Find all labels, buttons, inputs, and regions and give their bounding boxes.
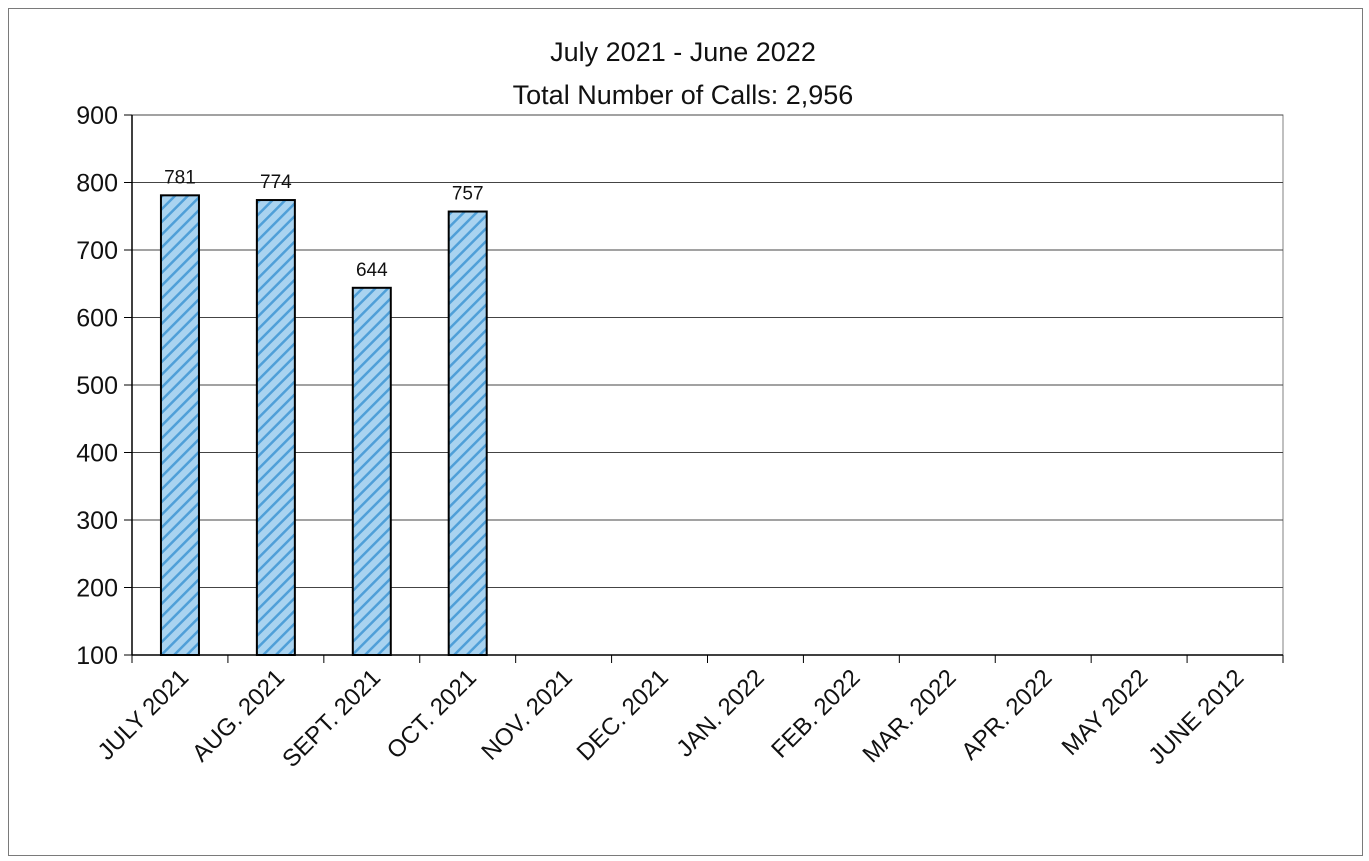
chart-subtitle: Total Number of Calls: 2,956 xyxy=(513,80,854,110)
bar xyxy=(255,199,296,657)
x-tick-label: FEB. 2022 xyxy=(766,664,865,763)
x-tick-label: NOV. 2021 xyxy=(476,664,577,765)
y-tick-label: 100 xyxy=(76,642,118,670)
y-tick-label: 500 xyxy=(76,372,118,400)
y-tick-label: 800 xyxy=(76,170,118,198)
y-tick-label: 300 xyxy=(76,507,118,535)
x-tick-label: DEC. 2021 xyxy=(572,664,674,766)
data-label: 757 xyxy=(452,184,484,205)
axes xyxy=(124,114,1284,663)
chart-title: July 2021 - June 2022 xyxy=(550,37,816,67)
bar xyxy=(351,286,392,656)
y-tick-label: 400 xyxy=(76,440,118,468)
bars xyxy=(159,194,488,657)
bar xyxy=(447,210,488,656)
data-label: 781 xyxy=(164,167,196,188)
y-axis-tick-labels: 100 200 300 400 500 600 700 800 900 xyxy=(76,102,118,670)
x-tick-label: OCT. 2021 xyxy=(382,664,482,764)
data-label: 644 xyxy=(356,260,388,281)
x-tick-label: JULY 2021 xyxy=(93,664,194,765)
x-tick-label: MAR. 2022 xyxy=(858,664,962,768)
data-labels: 781 774 644 757 xyxy=(164,167,483,280)
data-label: 774 xyxy=(260,172,292,193)
chart-frame xyxy=(8,8,1363,856)
y-tick-label: 900 xyxy=(76,102,118,130)
x-tick-label: JUNE 2012 xyxy=(1143,664,1249,770)
bar xyxy=(159,194,200,656)
x-tick-label: MAY 2022 xyxy=(1057,664,1154,761)
x-tick-label: JAN. 2022 xyxy=(671,664,769,762)
y-tick-label: 600 xyxy=(76,305,118,333)
x-tick-label: AUG. 2021 xyxy=(187,664,290,767)
x-tick-label: SEPT. 2021 xyxy=(277,664,386,773)
y-tick-label: 200 xyxy=(76,575,118,603)
gridlines xyxy=(131,114,1284,656)
y-tick-label: 700 xyxy=(76,237,118,265)
x-tick-label: APR. 2022 xyxy=(956,664,1057,765)
